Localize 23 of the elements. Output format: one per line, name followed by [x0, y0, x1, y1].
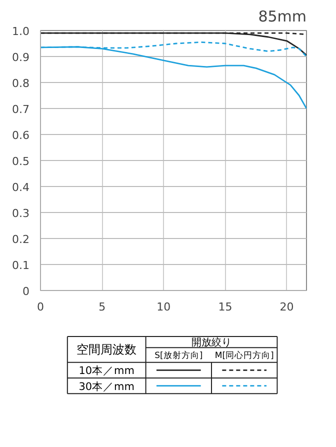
y-tick-label: 0.1 — [12, 259, 30, 272]
x-tick-label: 20 — [280, 300, 294, 314]
chart-title: 85mm — [258, 8, 306, 26]
y-tick-label: 0.5 — [12, 155, 30, 168]
y-tick-label: 0.3 — [12, 207, 30, 220]
text: 開放絞り — [192, 336, 232, 349]
x-tick-label: 5 — [98, 300, 106, 314]
y-tick-label: 0.7 — [12, 103, 30, 116]
y-tick-label: 0.8 — [12, 77, 30, 90]
y-tick-label: 0 — [22, 285, 30, 298]
text: S[放射方向] — [154, 350, 203, 361]
x-tick-label: 0 — [37, 300, 44, 314]
text: 空間周波数 — [76, 342, 137, 356]
y-tick-label: 0.2 — [12, 233, 30, 246]
text: M[同心円方向] — [214, 350, 274, 361]
y-tick-label: 0.6 — [12, 129, 30, 142]
text: 30本／mm — [78, 380, 135, 393]
text: 10本／mm — [78, 364, 135, 378]
x-tick-label: 10 — [156, 300, 171, 314]
y-tick-label: 0.4 — [12, 181, 30, 194]
y-tick-label: 1.0 — [12, 25, 30, 38]
x-tick-label: 15 — [218, 300, 232, 314]
y-tick-label: 0.9 — [12, 51, 30, 64]
